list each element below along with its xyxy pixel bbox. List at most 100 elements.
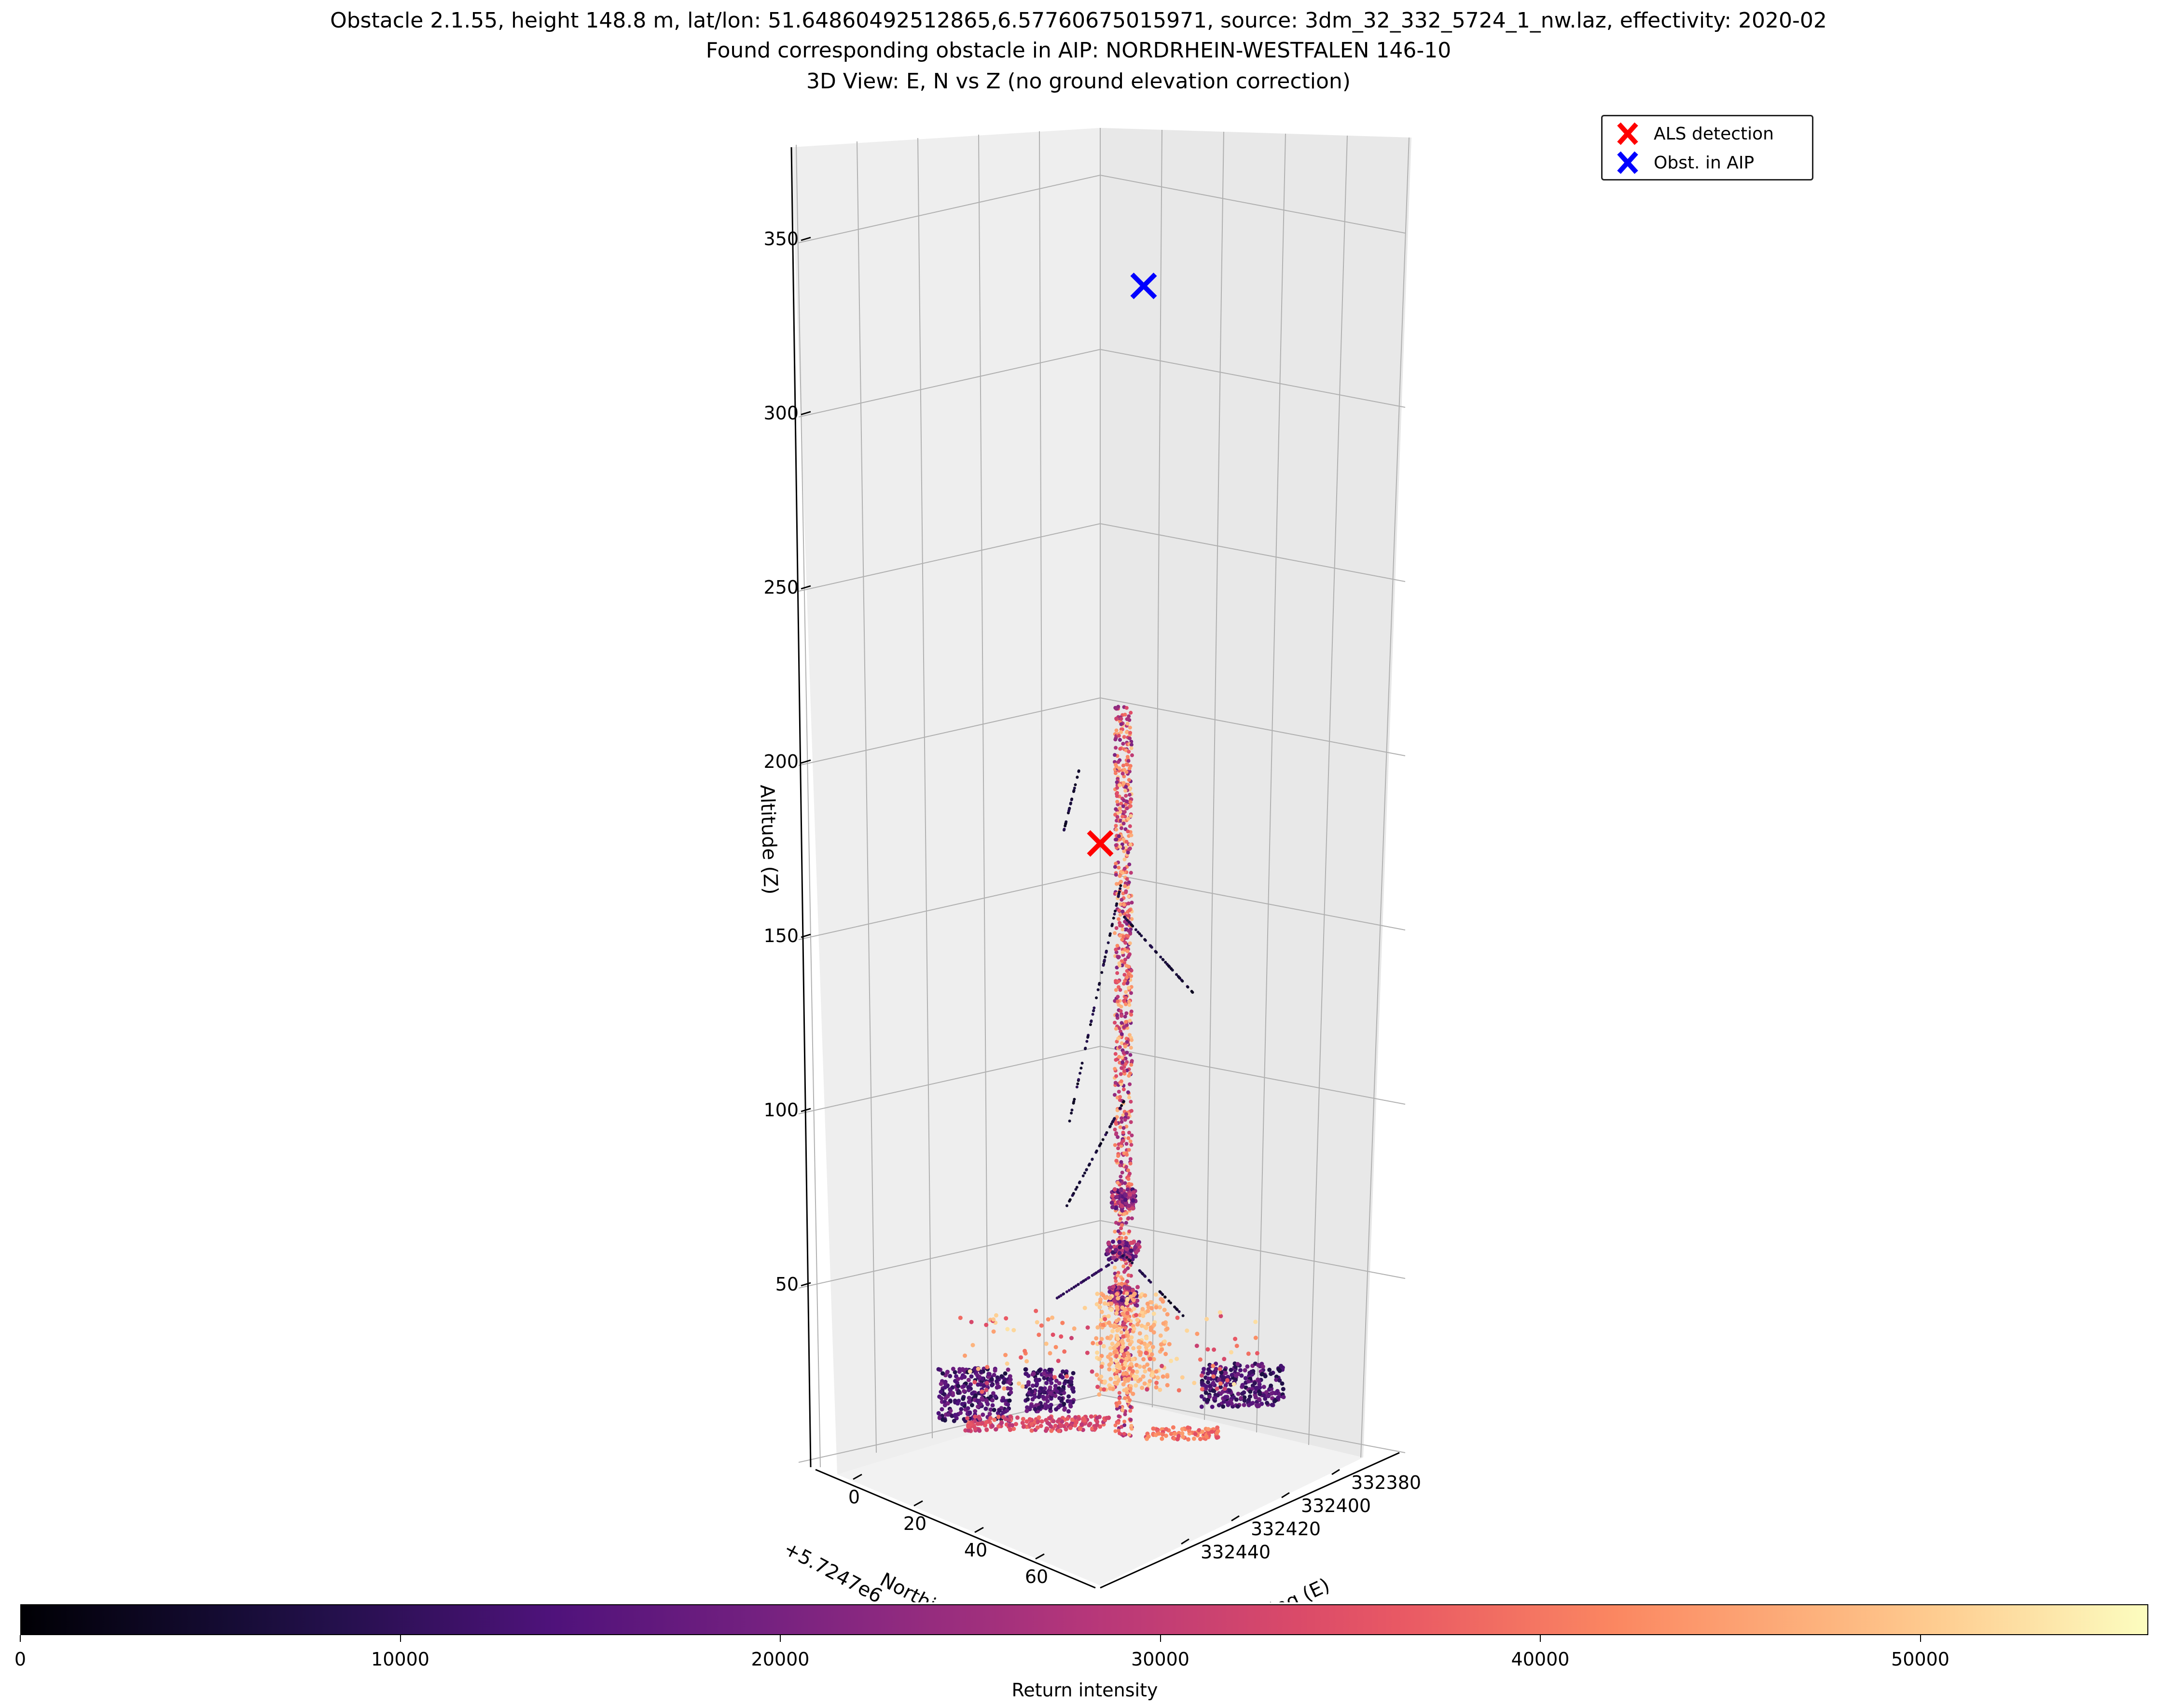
- point-cloud-point: [985, 1402, 990, 1406]
- point-cloud-point: [1129, 743, 1134, 747]
- z-tick-mark: [801, 759, 811, 764]
- point-cloud-point: [1204, 1384, 1209, 1389]
- point-cloud-point: [1120, 1021, 1124, 1025]
- point-cloud-point: [1122, 1212, 1126, 1216]
- point-cloud-point: [1134, 1313, 1138, 1318]
- point-cloud-point: [1110, 1261, 1114, 1264]
- point-cloud-point: [1118, 913, 1122, 917]
- point-cloud-point: [1116, 1342, 1120, 1347]
- point-cloud-point: [1044, 1341, 1049, 1346]
- point-cloud-point: [1233, 1336, 1238, 1341]
- point-cloud-point: [1120, 1066, 1124, 1070]
- point-cloud-point: [1049, 1429, 1054, 1433]
- point-cloud-point: [1102, 1387, 1106, 1392]
- point-cloud-point: [1273, 1391, 1278, 1396]
- point-cloud-point: [1137, 1364, 1142, 1369]
- point-cloud-point: [1094, 1373, 1099, 1377]
- east-tick-label: 332440: [1201, 1541, 1271, 1563]
- point-cloud-point: [1118, 845, 1122, 849]
- point-cloud-point: [1126, 850, 1130, 855]
- point-cloud-point: [1158, 1305, 1162, 1310]
- colorbar-tick-mark: [1920, 1635, 1921, 1642]
- point-cloud-point: [1124, 1165, 1128, 1169]
- point-cloud-point: [1117, 1055, 1121, 1059]
- point-cloud-point: [1122, 810, 1127, 814]
- point-cloud-point: [960, 1402, 965, 1406]
- point-cloud-point: [1117, 908, 1121, 913]
- north-tick-label: 60: [1025, 1566, 1048, 1587]
- point-cloud-point: [1083, 1171, 1086, 1175]
- point-cloud-point: [1119, 730, 1123, 734]
- left-pane: [791, 128, 1100, 1474]
- point-cloud-point: [1124, 1241, 1129, 1246]
- point-cloud-point: [1092, 1009, 1095, 1012]
- point-cloud-point: [1217, 1367, 1222, 1372]
- point-cloud-point: [1211, 1363, 1216, 1368]
- point-cloud-point: [1115, 1014, 1120, 1017]
- point-cloud-point: [1194, 1344, 1199, 1348]
- point-cloud-point: [1128, 1294, 1133, 1299]
- point-cloud-point: [1130, 1133, 1134, 1138]
- point-cloud-point: [1130, 1059, 1134, 1063]
- point-cloud-point: [1123, 1014, 1127, 1019]
- z-axis-line: [790, 147, 812, 1468]
- point-cloud-point: [995, 1379, 999, 1384]
- point-cloud-point: [992, 1417, 997, 1422]
- legend-item-aip: Obst. in AIP: [1613, 149, 1754, 176]
- point-cloud-point: [966, 1406, 970, 1411]
- point-cloud-point: [1091, 1013, 1094, 1016]
- point-cloud-point: [1117, 1400, 1121, 1404]
- point-cloud-point: [1120, 1170, 1124, 1175]
- point-cloud-point: [994, 1313, 998, 1318]
- point-cloud-point: [1218, 1381, 1223, 1386]
- point-cloud-point: [1120, 1223, 1124, 1227]
- point-cloud-point: [1217, 1403, 1221, 1407]
- point-cloud-point: [1246, 1351, 1251, 1356]
- point-cloud-point: [1142, 1381, 1147, 1386]
- point-cloud-point: [1135, 1318, 1140, 1322]
- title-line-3: 3D View: E, N vs Z (no ground elevation …: [806, 69, 1351, 94]
- point-cloud-point: [1117, 766, 1121, 770]
- point-cloud-point: [1140, 934, 1143, 937]
- point-cloud-point: [1176, 1388, 1181, 1393]
- grid-line: [1204, 131, 1224, 1420]
- point-cloud-point: [1062, 1349, 1067, 1354]
- point-cloud-point: [1123, 789, 1128, 793]
- point-cloud-point: [1061, 1369, 1065, 1374]
- point-cloud-point: [1264, 1390, 1269, 1395]
- point-cloud-point: [1105, 1248, 1110, 1253]
- point-cloud-point: [1128, 941, 1132, 945]
- aip-obstacle-marker: [1130, 272, 1157, 299]
- point-cloud-point: [1175, 1315, 1180, 1320]
- point-cloud-point: [997, 1408, 1002, 1413]
- point-cloud-point: [1108, 1357, 1113, 1361]
- point-cloud-point: [1106, 941, 1110, 944]
- point-cloud-point: [1115, 1040, 1119, 1044]
- point-cloud-point: [1134, 1303, 1139, 1308]
- point-cloud-point: [1113, 1081, 1118, 1085]
- colorbar-tick-label: 40000: [1511, 1649, 1570, 1670]
- point-cloud-point: [1161, 1374, 1165, 1379]
- point-cloud-point: [1128, 1033, 1132, 1037]
- point-cloud-point: [1025, 1397, 1030, 1402]
- point-cloud-point: [1198, 1437, 1203, 1442]
- point-cloud-point: [1044, 1429, 1048, 1433]
- point-cloud-point: [1125, 975, 1129, 980]
- point-cloud-point: [1119, 1079, 1123, 1083]
- point-cloud-point: [1127, 1095, 1131, 1099]
- point-cloud-point: [1113, 1093, 1117, 1097]
- point-cloud-point: [1111, 1120, 1114, 1123]
- point-cloud-point: [1063, 1379, 1068, 1384]
- grid-line: [1152, 129, 1162, 1408]
- point-cloud-point: [1069, 1336, 1074, 1340]
- point-cloud-point: [1120, 1032, 1124, 1036]
- point-cloud-point: [1133, 1291, 1137, 1296]
- point-cloud-point: [1074, 1188, 1078, 1191]
- point-cloud-point: [1218, 1314, 1223, 1319]
- point-cloud-point: [1135, 1285, 1140, 1290]
- point-cloud-point: [1115, 1403, 1119, 1408]
- point-cloud-point: [1053, 1345, 1058, 1349]
- point-cloud-point: [1119, 870, 1123, 874]
- point-cloud-point: [1104, 1416, 1109, 1420]
